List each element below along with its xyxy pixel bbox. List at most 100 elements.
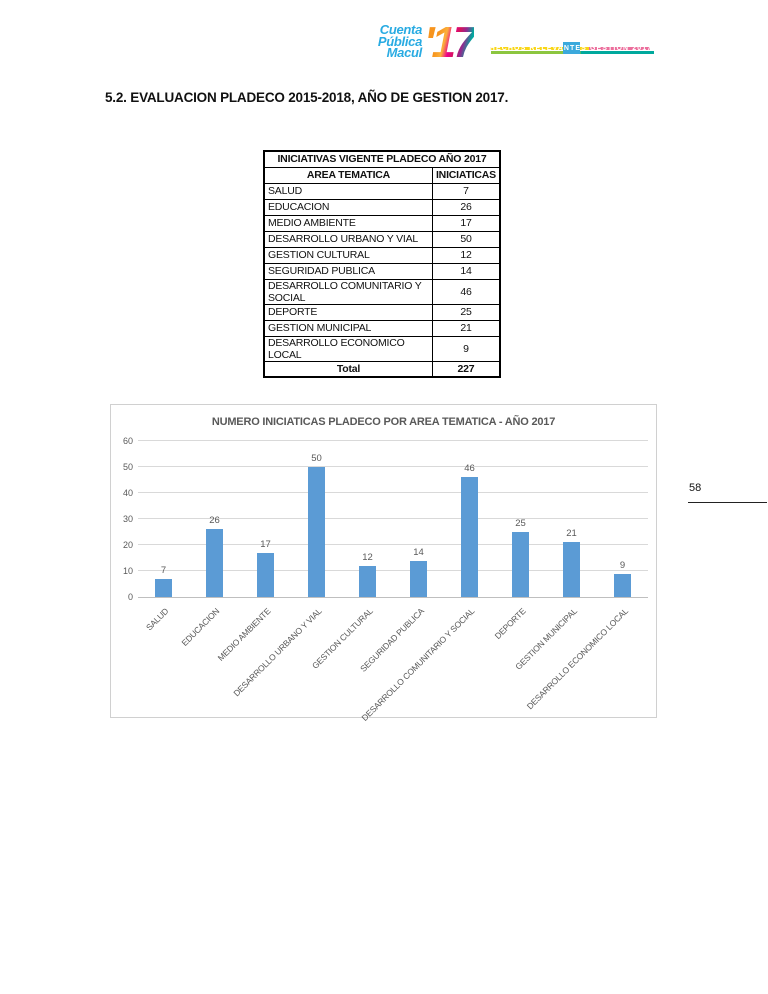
- cell-area-tematica: DEPORTE: [263, 303, 433, 321]
- table-row: DESARROLLO ECONOMICO LOCAL 9: [263, 335, 501, 362]
- total-value: 227: [431, 360, 501, 378]
- bar-value-label: 25: [515, 518, 526, 529]
- bar-value-label: 21: [566, 528, 577, 540]
- cell-iniciaticas: 12: [431, 246, 501, 264]
- cuenta-publica-logo: Cuenta Pública Macul: [310, 22, 423, 60]
- cell-iniciaticas: 25: [431, 303, 501, 321]
- bar: [308, 467, 325, 597]
- page-number: 58: [689, 482, 702, 494]
- table-row: MEDIO AMBIENTE 17: [263, 214, 501, 232]
- bar: [206, 529, 223, 597]
- logo-word-publica: Pública: [377, 33, 422, 49]
- x-category-label: DESARROLLO COMUNITARIO Y SOCIAL: [359, 606, 477, 723]
- chart-plot-area: SALUD EDUCACION MEDIO AMBIENTE DESARROLLO U…: [123, 436, 648, 723]
- bar: [512, 532, 529, 597]
- banner-text: HECHOS RELEVANTES GESTION 2017: [489, 44, 653, 52]
- bar: [410, 560, 427, 597]
- bar-value-label: 46: [464, 463, 475, 475]
- cell-iniciaticas: 14: [431, 262, 501, 280]
- gridline: [138, 518, 648, 519]
- logo-year-17: '17: [424, 18, 477, 67]
- chart-title: NUMERO INICIATICAS PLADECO POR AREA TEMA…: [211, 416, 556, 428]
- table-header-row: AREA TEMATICA INICIATICAS: [263, 166, 501, 184]
- chart-category-slot: 12: [342, 441, 393, 597]
- x-category-label: DEPORTE: [492, 606, 528, 642]
- bar: [614, 573, 631, 597]
- cell-iniciaticas: 17: [431, 214, 501, 232]
- table-row: GESTION CULTURAL 12: [263, 246, 501, 264]
- y-axis-tick-label: 0: [127, 592, 133, 602]
- bar: [359, 565, 376, 597]
- chart-category-slot: 26: [189, 441, 240, 597]
- table-row: SEGURIDAD PUBLICA 14: [263, 262, 501, 280]
- y-axis-tick-label: 50: [122, 462, 133, 472]
- cell-area-tematica: GESTION CULTURAL: [263, 246, 433, 264]
- section-heading: 5.2. EVALUACION PLADECO 2015-2018, AÑO D…: [105, 90, 509, 105]
- iniciativas-table: INICIATIVAS VIGENTE PLADECO AÑO 2017 ARE…: [263, 150, 501, 378]
- column-header-area-tematica: AREA TEMATICA: [263, 166, 433, 184]
- cell-area-tematica: SEGURIDAD PUBLICA: [263, 262, 433, 280]
- bar-value-label: 7: [160, 564, 167, 576]
- chart-category-slot: 46: [444, 441, 495, 597]
- cell-iniciaticas: 9: [431, 335, 501, 362]
- y-axis-tick-label: 40: [122, 488, 133, 498]
- table-row: DEPORTE 25: [263, 303, 501, 321]
- chart-category-slot: 25: [495, 441, 546, 597]
- y-axis-tick-label: 10: [122, 566, 133, 576]
- logo-word-macul: Macul: [386, 45, 423, 60]
- gridline: [138, 466, 648, 467]
- gridline: [138, 544, 648, 545]
- bar-value-label: 14: [413, 546, 424, 558]
- x-category-label: SALUD: [144, 606, 171, 633]
- table-title-row: INICIATIVAS VIGENTE PLADECO AÑO 2017: [263, 150, 501, 168]
- table-row: GESTION MUNICIPAL 21: [263, 319, 501, 337]
- table-row: DESARROLLO COMUNITARIO Y SOCIAL 46: [263, 278, 501, 305]
- x-category-label: DESARROLLO URBANO Y VIAL: [231, 606, 324, 699]
- x-category-label: MEDIO AMBIENTE: [215, 606, 273, 663]
- cell-iniciaticas: 50: [431, 230, 501, 248]
- column-header-iniciaticas: INICIATICAS: [431, 166, 501, 184]
- banner-hechos-relevantes: HECHOS RELEVANTES GESTION 2017: [486, 42, 656, 54]
- page-number-rule: [688, 502, 767, 503]
- table-row: SALUD 7: [263, 182, 501, 200]
- bar-value-label: 9: [619, 559, 626, 571]
- bar: [461, 477, 478, 597]
- cell-area-tematica: GESTION MUNICIPAL: [263, 319, 433, 337]
- y-axis-tick-label: 60: [122, 436, 133, 446]
- y-axis-tick-label: 20: [122, 540, 133, 550]
- bar: [563, 542, 580, 597]
- table-row: EDUCACION 26: [263, 198, 501, 216]
- y-axis-tick-label: 30: [122, 514, 133, 524]
- bar-chart: NUMERO INICIATICAS PLADECO POR AREA TEMA…: [110, 404, 657, 723]
- bar: [155, 578, 172, 597]
- table-title: INICIATIVAS VIGENTE PLADECO AÑO 2017: [263, 150, 501, 168]
- bar-value-label: 26: [209, 515, 220, 527]
- cell-area-tematica: DESARROLLO ECONOMICO LOCAL: [263, 335, 433, 362]
- chart-category-slot: 17: [240, 441, 291, 597]
- cell-iniciaticas: 21: [431, 319, 501, 337]
- gridline: [138, 440, 648, 441]
- logo-word-cuenta: Cuenta: [379, 22, 423, 37]
- gridline: [138, 492, 648, 493]
- cell-area-tematica: SALUD: [263, 182, 433, 200]
- total-label: Total: [263, 360, 433, 378]
- cell-iniciaticas: 7: [431, 182, 501, 200]
- x-category-label: DESARROLLO ECONOMICO LOCAL: [524, 606, 630, 712]
- bar-value-label: 17: [260, 538, 271, 550]
- cell-area-tematica: EDUCACION: [263, 198, 433, 216]
- cell-iniciaticas: 46: [431, 278, 501, 305]
- chart-category-slot: 14: [393, 441, 444, 597]
- chart-x-axis-labels: SALUD EDUCACION MEDIO AMBIENTE DESARROLLO U…: [138, 597, 648, 723]
- table-row: DESARROLLO URBANO Y VIAL 50: [263, 230, 501, 248]
- cell-area-tematica: MEDIO AMBIENTE: [263, 214, 433, 232]
- bar: [257, 552, 274, 597]
- chart-category-slot: 9: [597, 441, 648, 597]
- bar-value-label: 12: [362, 551, 373, 563]
- chart-category-slot: 7: [138, 441, 189, 597]
- table-total-row: Total 227: [263, 360, 501, 378]
- cell-area-tematica: DESARROLLO COMUNITARIO Y SOCIAL: [263, 278, 433, 305]
- cell-area-tematica: DESARROLLO URBANO Y VIAL: [263, 230, 433, 248]
- gridline: [138, 570, 648, 571]
- banner-bar: HECHOS RELEVANTES GESTION 2017: [490, 42, 651, 54]
